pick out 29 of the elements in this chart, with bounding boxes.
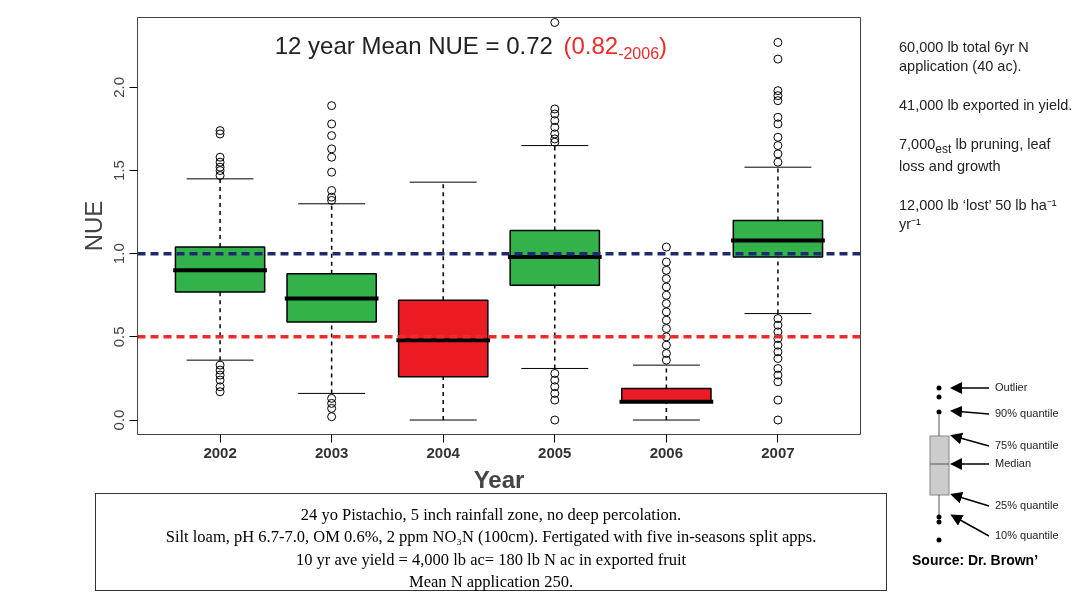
y-tick-label: 1.5 [110, 160, 128, 181]
text: 7,000$_{est}$ lb pruning, leaf loss and growth [899, 134, 1052, 176]
text: 75% quantile [995, 438, 1059, 451]
x-tick-label: 2003 [314, 443, 349, 461]
x-tick-label: 2004 [426, 443, 461, 461]
annotation: 12 year Mean NUE = 0.72 [274, 32, 553, 60]
source-note: Source: Dr. Brown’ [912, 551, 1039, 570]
x-tick-label: 2007 [761, 443, 795, 461]
text: 10 yr ave yield = 4,000 lb ac= 180 lb N ac in exported fruit [295, 549, 687, 569]
text: Outlier [995, 380, 1028, 393]
text: Mean N application 250. [408, 571, 574, 591]
text: 25% quantile [995, 498, 1059, 511]
text: 10% quantile [995, 528, 1059, 541]
text: 12,000 lb ‘lost’ 50 lb ha⁻¹ yr⁻¹ [899, 195, 1058, 234]
text: 60,000 lb total 6yr N application (40 ac). [899, 38, 1030, 76]
y-tick-label: 0.5 [110, 326, 128, 348]
text: Median [995, 456, 1032, 469]
text: 90% quantile [995, 406, 1059, 419]
text: 41,000 lb exported in yield. [899, 95, 1074, 115]
x-axis-title: Year [473, 465, 525, 493]
x-tick-label: 2006 [649, 443, 684, 461]
x-tick-label: 2005 [538, 443, 572, 461]
y-tick-label: 0.0 [110, 409, 128, 431]
y-tick-label: 1.0 [110, 243, 128, 265]
y-axis-title: NUE [79, 200, 107, 252]
text: 24 yo Pistachio, 5 inch rainfall zone, no deep percolation. [300, 505, 682, 524]
x-tick-label: 2002 [203, 443, 237, 461]
text: Silt loam, pH 6.7-7.0, OM 0.6%, 2 ppm NO₃N (100cm). Fertigated with five in-seasons split apps. [165, 527, 817, 547]
y-tick-label: 2.0 [110, 76, 128, 98]
